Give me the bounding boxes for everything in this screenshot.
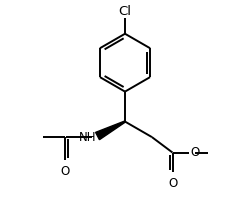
Polygon shape bbox=[96, 121, 125, 140]
Text: NH: NH bbox=[79, 131, 97, 144]
Text: O: O bbox=[190, 146, 199, 159]
Text: O: O bbox=[60, 165, 70, 178]
Text: O: O bbox=[168, 177, 177, 190]
Text: Cl: Cl bbox=[118, 5, 132, 18]
